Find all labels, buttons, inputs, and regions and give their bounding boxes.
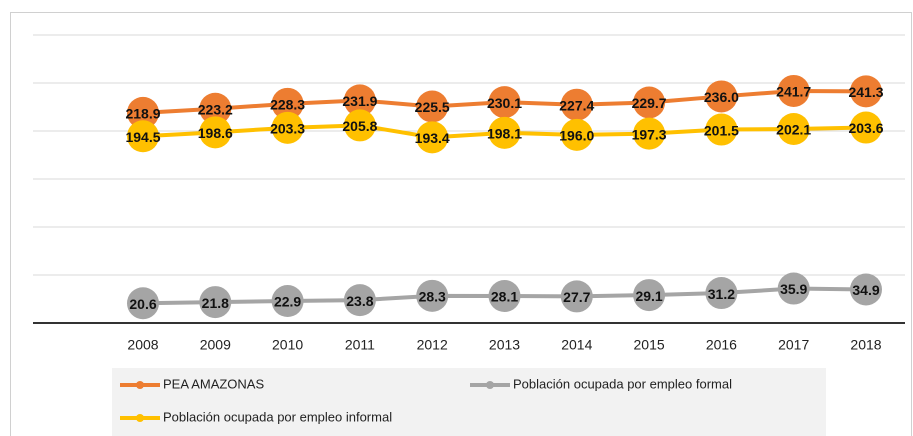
marker bbox=[705, 113, 738, 146]
data-label: 223.2 bbox=[198, 101, 233, 117]
data-label: 198.6 bbox=[198, 125, 233, 141]
data-label: 205.8 bbox=[342, 118, 377, 134]
data-label: 28.3 bbox=[419, 289, 446, 305]
marker bbox=[850, 111, 882, 144]
legend-label: Población ocupada por empleo informal bbox=[163, 409, 392, 424]
data-label: 34.9 bbox=[852, 282, 879, 298]
marker bbox=[271, 87, 304, 120]
marker bbox=[271, 285, 304, 318]
data-label: 202.1 bbox=[776, 122, 811, 138]
marker bbox=[199, 92, 232, 125]
legend-label: Población ocupada por empleo formal bbox=[513, 376, 732, 391]
x-tick-label: 2014 bbox=[561, 337, 592, 353]
data-label: 229.7 bbox=[632, 95, 667, 111]
data-label: 218.9 bbox=[125, 106, 160, 122]
data-label: 201.5 bbox=[704, 122, 739, 138]
marker bbox=[633, 86, 666, 119]
marker bbox=[633, 117, 666, 150]
legend-marker bbox=[136, 381, 144, 389]
x-tick-label: 2018 bbox=[850, 337, 881, 353]
marker bbox=[560, 280, 593, 313]
data-label: 225.5 bbox=[415, 99, 450, 115]
marker bbox=[271, 111, 304, 144]
marker bbox=[777, 112, 810, 145]
data-label: 228.3 bbox=[270, 97, 305, 113]
marker bbox=[777, 74, 810, 107]
marker bbox=[343, 84, 376, 117]
marker bbox=[633, 279, 666, 312]
data-label: 197.3 bbox=[632, 126, 667, 142]
data-label: 227.4 bbox=[559, 97, 594, 113]
data-label: 241.7 bbox=[776, 84, 811, 100]
marker bbox=[560, 88, 593, 121]
data-label: 22.9 bbox=[274, 294, 301, 310]
data-label: 231.9 bbox=[342, 93, 377, 109]
legend-label: PEA AMAZONAS bbox=[163, 376, 264, 391]
legend-marker bbox=[136, 414, 144, 422]
x-tick-label: 2016 bbox=[706, 337, 737, 353]
data-label: 20.6 bbox=[129, 296, 156, 312]
marker bbox=[705, 80, 738, 113]
x-tick-label: 2009 bbox=[200, 337, 231, 353]
marker bbox=[127, 120, 159, 153]
data-label: 31.2 bbox=[708, 286, 735, 302]
marker bbox=[199, 116, 232, 149]
marker bbox=[343, 109, 376, 142]
data-label: 193.4 bbox=[415, 130, 450, 146]
data-label: 241.3 bbox=[848, 84, 883, 100]
data-label: 236.0 bbox=[704, 89, 739, 105]
x-tick-label: 2013 bbox=[489, 337, 520, 353]
marker bbox=[488, 116, 521, 149]
data-label: 196.0 bbox=[559, 128, 594, 144]
marker bbox=[416, 90, 449, 123]
data-label: 29.1 bbox=[635, 288, 662, 304]
marker bbox=[777, 272, 810, 305]
marker bbox=[416, 121, 449, 154]
x-tick-label: 2011 bbox=[345, 337, 375, 353]
legend-marker bbox=[486, 381, 494, 389]
marker bbox=[127, 287, 159, 320]
data-label: 230.1 bbox=[487, 95, 522, 111]
marker bbox=[343, 284, 376, 317]
x-tick-label: 2015 bbox=[634, 337, 665, 353]
x-tick-label: 2010 bbox=[272, 337, 303, 353]
marker bbox=[560, 118, 593, 151]
x-tick-label: 2017 bbox=[778, 337, 809, 353]
data-label: 21.8 bbox=[202, 295, 229, 311]
data-label: 198.1 bbox=[487, 126, 522, 142]
marker bbox=[850, 75, 882, 108]
data-label: 28.1 bbox=[491, 289, 518, 305]
marker bbox=[127, 96, 159, 129]
data-label: 194.5 bbox=[125, 129, 160, 145]
marker bbox=[705, 277, 738, 310]
data-label: 27.7 bbox=[563, 289, 590, 305]
marker bbox=[488, 280, 521, 313]
data-label: 203.3 bbox=[270, 121, 305, 137]
marker bbox=[199, 286, 232, 319]
data-label: 203.6 bbox=[848, 120, 883, 136]
data-label: 35.9 bbox=[780, 281, 807, 297]
x-tick-label: 2012 bbox=[417, 337, 448, 353]
marker bbox=[488, 86, 521, 119]
marker bbox=[416, 279, 449, 312]
legend-box bbox=[112, 368, 826, 436]
x-tick-label: 2008 bbox=[127, 337, 158, 353]
marker bbox=[850, 273, 882, 306]
data-label: 23.8 bbox=[346, 293, 373, 309]
